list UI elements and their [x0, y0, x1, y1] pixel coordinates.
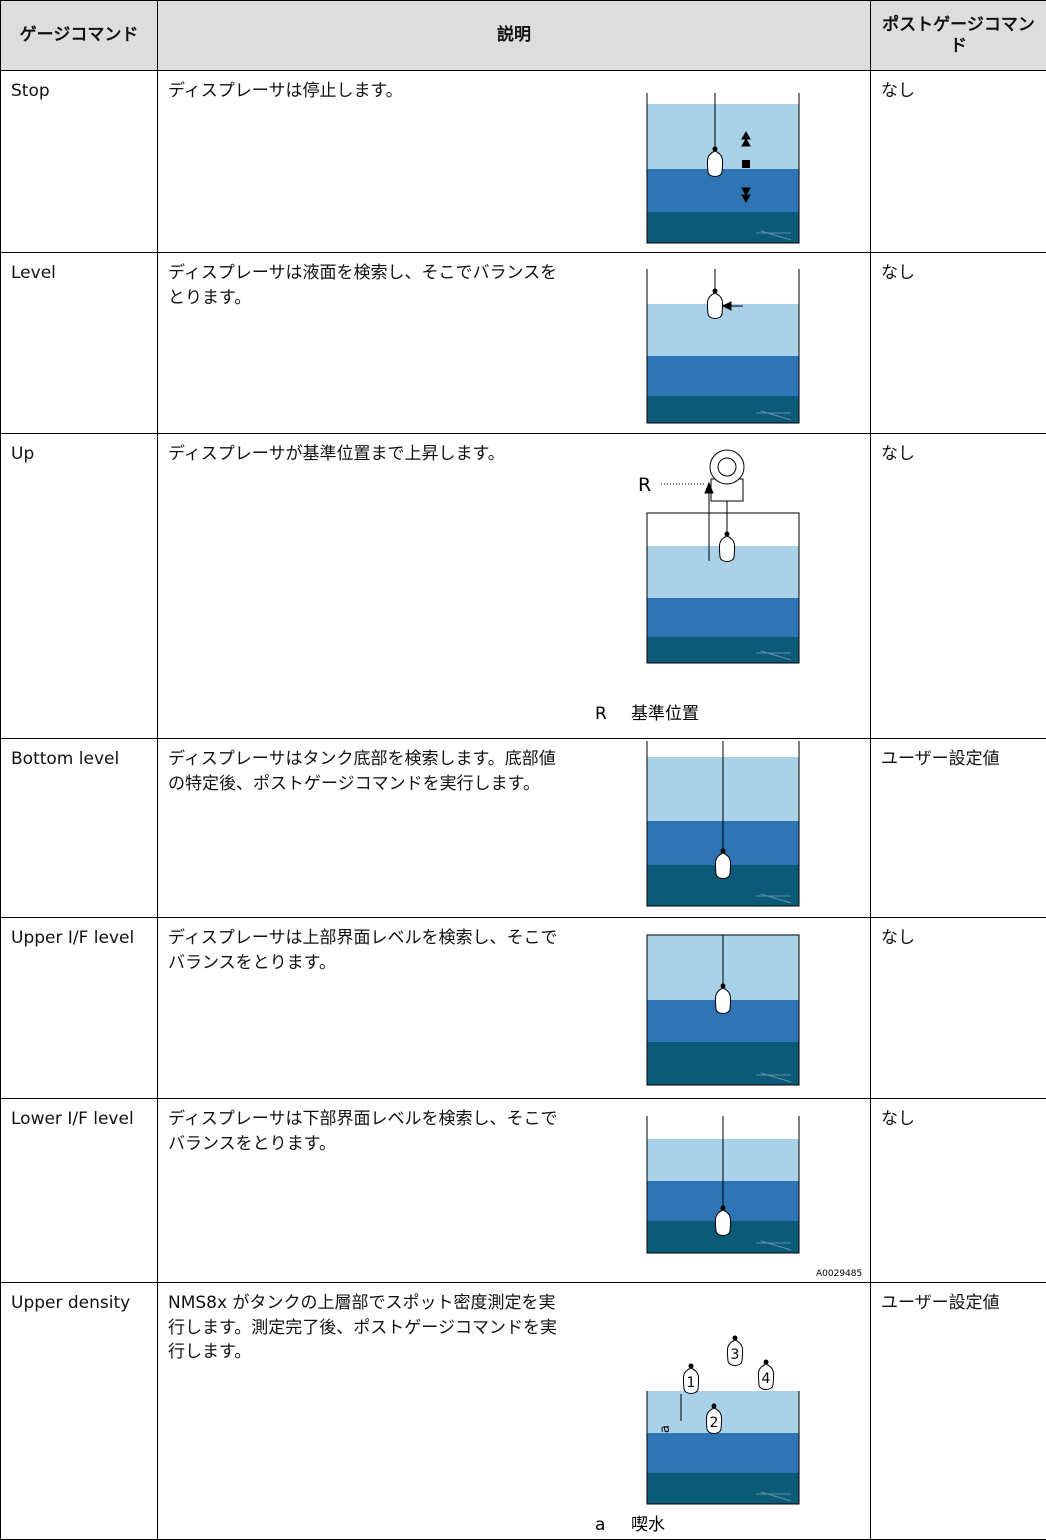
description-cell: ディスプレーサが基準位置まで上昇します。	[158, 434, 576, 739]
float-number: 3	[730, 1347, 739, 1363]
header-cell: 説明	[158, 1, 871, 71]
ref-label: R	[638, 474, 651, 496]
post-command-cell: なし	[871, 434, 1046, 739]
description-cell: ディスプレーサは下部界面レベルを検索し、そこでバランスをとります。	[158, 1099, 576, 1283]
float	[707, 293, 722, 319]
layer-light	[647, 104, 799, 169]
description-cell: NMS8x がタンクの上層部でスポット密度測定を実行します。測定完了後、ポストゲ…	[158, 1283, 576, 1540]
figure-cell	[576, 918, 871, 1099]
command-cell: Upper I/F level	[1, 918, 158, 1099]
description-cell: ディスプレーサはタンク底部を検索します。底部値の特定後、ポストゲージコマンドを実…	[158, 739, 576, 918]
figure	[576, 739, 871, 918]
post-command-cell: なし	[871, 1099, 1046, 1283]
header-cell: ゲージコマンド	[1, 1, 158, 71]
float	[715, 853, 730, 879]
figure	[576, 71, 871, 253]
draft-label: a	[658, 1425, 673, 1433]
float	[715, 1210, 730, 1236]
description-cell: ディスプレーサは上部界面レベルを検索し、そこでバランスをとります。	[158, 918, 576, 1099]
layer-mid	[647, 598, 799, 637]
device-head	[718, 458, 736, 476]
command-cell: Upper density	[1, 1283, 158, 1540]
post-command-cell: なし	[871, 253, 1046, 434]
layer-mid	[647, 169, 799, 212]
figure-cell	[576, 71, 871, 253]
figure-cell: A0029485	[576, 1099, 871, 1283]
command-cell: Stop	[1, 71, 158, 253]
command-cell: Up	[1, 434, 158, 739]
command-cell: Lower I/F level	[1, 1099, 158, 1283]
figure-cell	[576, 739, 871, 918]
float	[715, 988, 730, 1014]
figure-cell	[576, 253, 871, 434]
float-number: 2	[709, 1415, 718, 1431]
figure-cell: 1 2 3 4 a a 喫水	[576, 1283, 871, 1540]
caption-text: 基準位置	[631, 704, 699, 724]
layer-dark	[647, 396, 799, 423]
description-cell: ディスプレーサは停止します。	[158, 71, 576, 253]
caption-key: R	[595, 704, 607, 724]
float	[719, 536, 734, 562]
caption-key: a	[595, 1515, 605, 1535]
command-cell: Level	[1, 253, 158, 434]
post-command-cell: なし	[871, 918, 1046, 1099]
post-command-cell: ユーザー設定値	[871, 1283, 1046, 1540]
figure	[576, 918, 871, 1099]
figure-cell: R R 基準位置	[576, 434, 871, 739]
figure: A0029485	[576, 1099, 871, 1283]
layer-dark	[647, 637, 799, 663]
layer-dark	[647, 212, 799, 243]
float-number: 4	[761, 1371, 770, 1387]
stop-mark	[742, 160, 750, 168]
figure	[576, 253, 871, 434]
command-cell: Bottom level	[1, 739, 158, 918]
header-cell: ポストゲージコマンド	[871, 1, 1046, 71]
figure-code: A0029485	[816, 1269, 862, 1279]
layer-light	[647, 304, 799, 356]
layer-mid	[647, 1433, 799, 1473]
float	[707, 151, 722, 177]
layer-dark	[647, 1473, 799, 1504]
figure: 1 2 3 4 a a 喫水	[576, 1283, 871, 1540]
caption-text: 喫水	[631, 1515, 665, 1535]
description-cell: ディスプレーサは液面を検索し、そこでバランスをとります。	[158, 253, 576, 434]
float-number: 1	[686, 1375, 695, 1391]
post-command-cell: なし	[871, 71, 1046, 253]
figure: R R 基準位置	[576, 434, 871, 739]
layer-mid	[647, 356, 799, 396]
post-command-cell: ユーザー設定値	[871, 739, 1046, 918]
layer-dark	[647, 1042, 799, 1085]
